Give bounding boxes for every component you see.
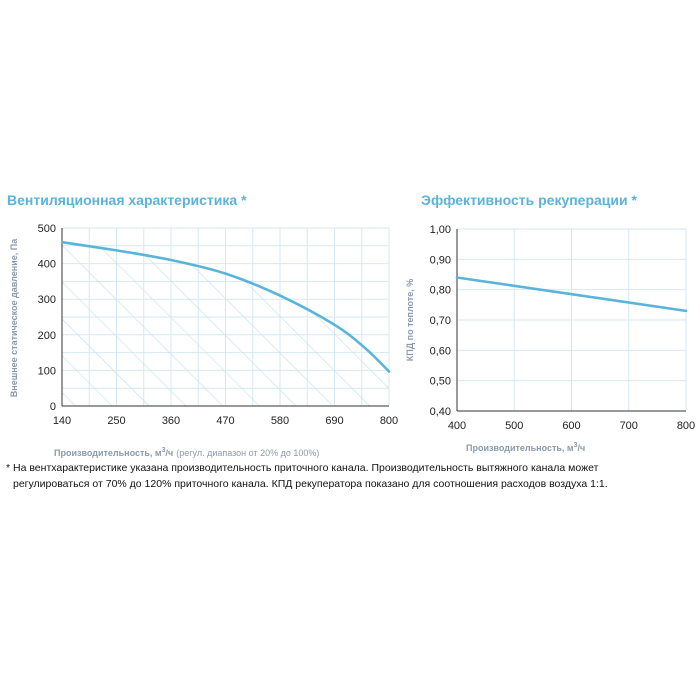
x-tick-label: 800	[677, 420, 695, 432]
fan-characteristic-chart: Вентиляционная характеристика * 140 250 36…	[7, 192, 398, 458]
y-tick-label: 1,00	[430, 224, 451, 236]
y-tick-label: 0,80	[430, 285, 451, 297]
y-tick-label: 0,60	[430, 345, 451, 357]
x-tick-label: 470	[216, 415, 234, 427]
recuperation-efficiency-chart: Эффективность рекуперации * 400 500 600 700…	[405, 192, 695, 453]
fan-x-label-main: Производительность, м	[54, 448, 162, 458]
x-tick-label: 140	[53, 415, 71, 427]
y-tick-label: 100	[38, 365, 56, 377]
fan-chart-hatched-area	[62, 242, 389, 406]
x-tick-label: 500	[505, 420, 523, 432]
y-tick-label: 400	[38, 259, 56, 271]
fan-x-label-note: (регул. диапазон от 20% до 100%)	[176, 448, 319, 458]
y-tick-label: 0	[50, 401, 56, 413]
efficiency-chart-line	[455, 276, 688, 313]
y-tick-label: 200	[38, 330, 56, 342]
x-tick-label: 800	[380, 415, 398, 427]
fan-chart-x-ticks: 140 250 360 470 580 690 800	[53, 415, 398, 427]
y-tick-label: 0,90	[430, 254, 451, 266]
y-tick-label: 0,70	[430, 315, 451, 327]
fan-chart-curve	[60, 240, 391, 373]
fan-x-label-sup: 3	[162, 447, 166, 454]
fan-chart-y-ticks: 0 100 200 300 400 500	[38, 223, 56, 413]
fan-chart-axes	[61, 228, 389, 407]
x-tick-label: 400	[448, 420, 466, 432]
fan-chart-title: Вентиляционная характеристика *	[7, 192, 247, 208]
fan-chart-y-label: Внешнее статическое давление, Па	[9, 238, 19, 397]
x-tick-label: 600	[562, 420, 580, 432]
eff-x-label-sup: 3	[574, 442, 578, 449]
efficiency-chart-x-label: Производительность, м3/ч	[466, 442, 585, 453]
x-tick-label: 690	[325, 415, 343, 427]
efficiency-chart-grid	[456, 228, 687, 412]
fan-chart-x-label: Производительность, м3/ч (регул. диапазон…	[54, 447, 319, 458]
eff-x-label-main: Производительность, м	[466, 443, 574, 453]
fan-x-label-unit: /ч	[166, 448, 174, 458]
y-tick-label: 0,50	[430, 376, 451, 388]
efficiency-chart-y-ticks: 0,40 0,50 0,60 0,70 0,80 0,90 1,00	[430, 224, 451, 418]
efficiency-chart-axes	[456, 229, 686, 412]
x-tick-label: 360	[162, 415, 180, 427]
x-tick-label: 250	[107, 415, 125, 427]
footnote-line-1: * На вентхарактеристике указана производ…	[6, 462, 599, 474]
x-tick-label: 580	[271, 415, 289, 427]
x-tick-label: 700	[620, 420, 638, 432]
efficiency-chart-x-ticks: 400 500 600 700 800	[448, 420, 695, 432]
footnote-line-2: регулироваться от 70% до 120% приточного…	[13, 478, 608, 490]
y-tick-label: 500	[38, 223, 56, 235]
efficiency-chart-y-label: КПД по теплоте, %	[405, 279, 415, 361]
y-tick-label: 0,40	[430, 406, 451, 418]
efficiency-chart-title: Эффективность рекуперации *	[421, 192, 638, 208]
footnote: * На вентхарактеристике указана производ…	[6, 460, 696, 492]
y-tick-label: 300	[38, 294, 56, 306]
eff-x-label-unit: /ч	[578, 443, 586, 453]
